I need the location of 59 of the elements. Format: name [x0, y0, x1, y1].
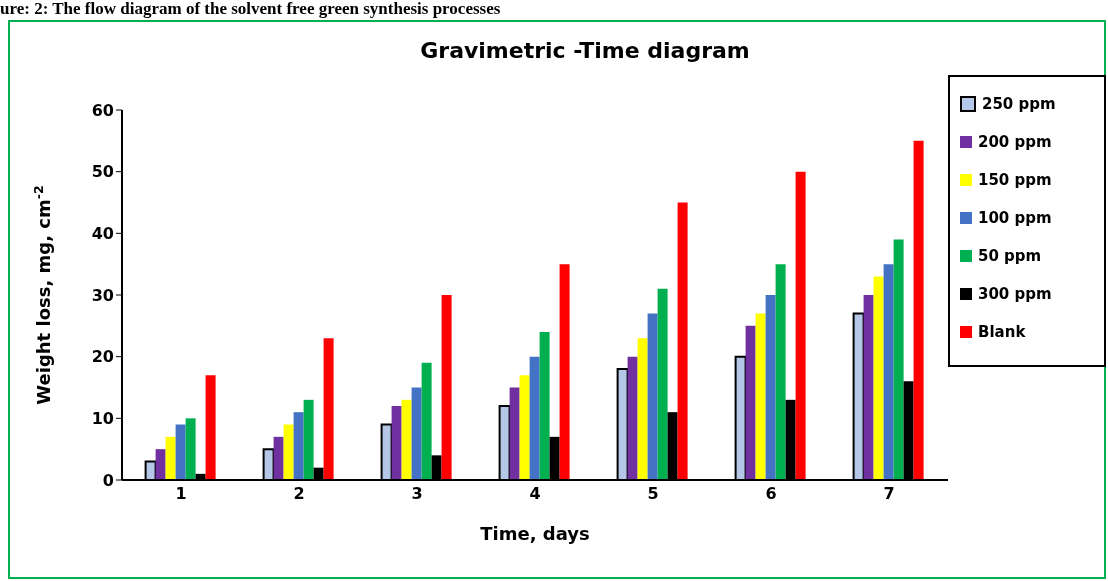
bar — [775, 264, 786, 480]
bar — [441, 295, 452, 480]
chart-title: Gravimetric -Time diagram — [419, 38, 751, 63]
bar — [273, 436, 284, 480]
bar — [283, 424, 294, 480]
bar — [765, 295, 776, 480]
bar — [411, 387, 422, 480]
bar — [165, 436, 176, 480]
x-tick-label: 1 — [175, 484, 187, 504]
bar — [421, 362, 432, 480]
bar — [205, 375, 216, 480]
y-tick-label: 40 — [91, 224, 114, 244]
bar — [303, 399, 314, 480]
bar — [155, 449, 166, 480]
x-tick-label: 6 — [765, 484, 777, 504]
bar — [755, 313, 766, 480]
legend-label: Blank — [978, 323, 1026, 341]
bar — [873, 276, 884, 480]
bar — [185, 418, 196, 480]
bar — [795, 171, 806, 480]
bar — [893, 239, 904, 480]
bar — [323, 338, 334, 480]
x-tick-label: 5 — [647, 484, 659, 504]
y-tick-label: 10 — [91, 409, 114, 429]
bar — [913, 140, 924, 480]
x-tick-label: 3 — [411, 484, 423, 504]
legend-label: 200 ppm — [978, 133, 1052, 151]
legend-label: 50 ppm — [978, 247, 1042, 265]
bar — [559, 264, 570, 480]
bar — [647, 313, 658, 480]
x-tick-label: 4 — [529, 484, 541, 504]
y-tick-label: 0 — [102, 470, 114, 490]
legend-label: 300 ppm — [978, 285, 1052, 303]
bar — [293, 412, 304, 480]
bar — [539, 332, 550, 480]
x-tick-label: 2 — [293, 484, 305, 504]
legend-label: 250 ppm — [982, 95, 1056, 113]
bar — [883, 264, 894, 480]
legend-label: 100 ppm — [978, 209, 1052, 227]
legend-label: 150 ppm — [978, 171, 1052, 189]
y-tick-label: 60 — [91, 100, 114, 120]
bar — [401, 399, 412, 480]
x-tick-label: 7 — [883, 484, 895, 504]
bar — [677, 202, 688, 480]
bar — [519, 375, 530, 480]
bar — [627, 356, 638, 480]
bar — [745, 325, 756, 480]
bar — [509, 387, 520, 480]
y-tick-label: 30 — [91, 285, 114, 305]
y-tick-label: 20 — [91, 347, 114, 367]
text: ure: 2: The flow diagram of the solvent free green synthesis processes — [0, 0, 501, 18]
y-tick-label: 50 — [91, 162, 114, 182]
bar — [175, 424, 186, 480]
bar — [529, 356, 540, 480]
x-axis-title: Time, days — [480, 523, 590, 544]
bar — [863, 295, 874, 480]
bar — [657, 288, 668, 480]
bar — [637, 338, 648, 480]
bar — [391, 406, 402, 480]
